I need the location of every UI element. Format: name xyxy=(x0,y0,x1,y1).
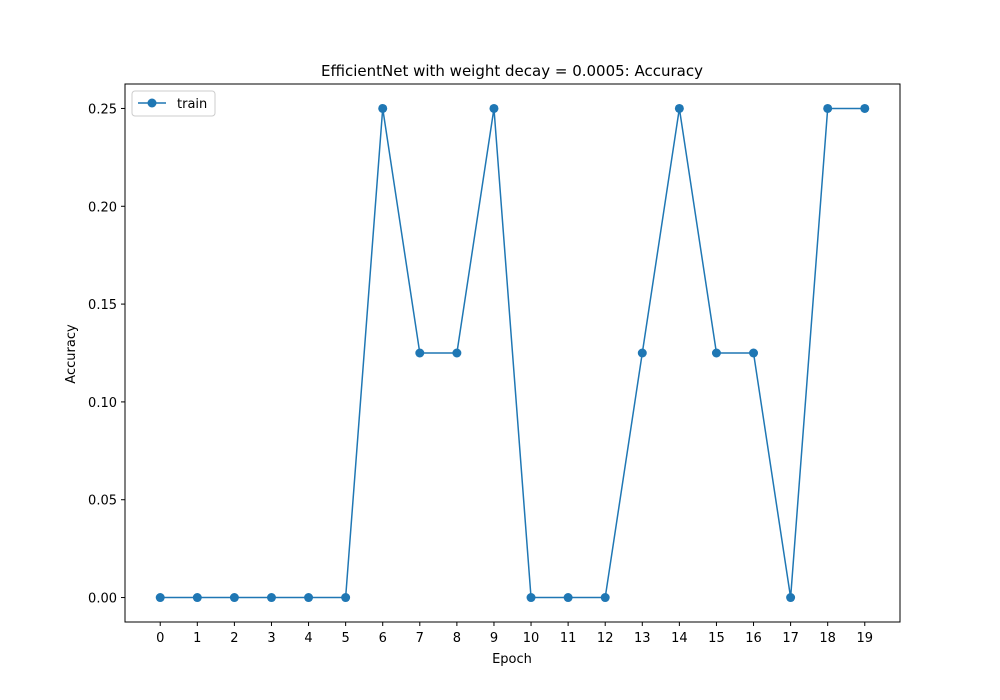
x-axis-label: Epoch xyxy=(492,652,532,667)
y-tick-label: 0.05 xyxy=(88,494,117,509)
data-point xyxy=(600,593,610,603)
series-line-train xyxy=(160,107,865,599)
data-point xyxy=(526,593,536,603)
x-tick-label: 4 xyxy=(304,631,312,646)
x-tick-label: 0 xyxy=(156,631,164,646)
y-tick-label: 0.00 xyxy=(88,592,117,607)
legend: train xyxy=(131,90,216,117)
data-point xyxy=(749,348,759,358)
data-point xyxy=(266,593,276,603)
x-tick-label: 9 xyxy=(490,631,498,646)
x-tick-label: 7 xyxy=(416,631,424,646)
data-point xyxy=(452,348,462,358)
x-tick-label: 3 xyxy=(267,631,275,646)
data-point xyxy=(674,103,684,113)
x-tick-label: 8 xyxy=(453,631,461,646)
y-axis-label: Accuracy xyxy=(64,324,79,384)
data-point xyxy=(786,593,796,603)
data-point xyxy=(229,593,239,603)
x-tick-label: 10 xyxy=(523,631,540,646)
plot-frame xyxy=(124,83,901,623)
y-tick-label: 0.10 xyxy=(88,396,117,411)
x-tick-label: 18 xyxy=(819,631,836,646)
x-tick-label: 5 xyxy=(341,631,349,646)
x-tick-label: 17 xyxy=(782,631,799,646)
series-layer xyxy=(155,103,870,603)
x-tick-label: 1 xyxy=(193,631,201,646)
plot-area xyxy=(124,83,901,623)
legend-box xyxy=(131,90,216,117)
y-tick-label: 0.15 xyxy=(88,298,117,313)
x-tick-label: 12 xyxy=(597,631,614,646)
data-point xyxy=(192,593,202,603)
legend-label-train: train xyxy=(177,97,207,112)
data-point xyxy=(155,593,165,603)
data-point xyxy=(489,103,499,113)
data-point xyxy=(304,593,314,603)
data-point xyxy=(341,593,351,603)
x-tick-label: 13 xyxy=(634,631,651,646)
x-tick-label: 16 xyxy=(745,631,762,646)
x-tick-label: 6 xyxy=(379,631,387,646)
x-tick-label: 11 xyxy=(560,631,577,646)
x-tick-label: 19 xyxy=(856,631,873,646)
data-point xyxy=(860,103,870,113)
data-point xyxy=(823,103,833,113)
y-tick-label: 0.20 xyxy=(88,200,117,215)
chart-title: EfficientNet with weight decay = 0.0005:… xyxy=(321,62,703,80)
data-point xyxy=(711,348,721,358)
data-point xyxy=(637,348,647,358)
x-tick-label: 15 xyxy=(708,631,725,646)
legend-marker xyxy=(147,98,157,108)
data-point xyxy=(378,103,388,113)
x-tick-label: 2 xyxy=(230,631,238,646)
y-tick-label: 0.25 xyxy=(88,102,117,117)
x-tick-label: 14 xyxy=(671,631,688,646)
data-point xyxy=(563,593,573,603)
data-point xyxy=(415,348,425,358)
axis-ticks: 0 1 2 3 4 5 6 7 8 9 10 11 12 13 14 15 16 17 18 190.000.050.… xyxy=(88,102,873,646)
